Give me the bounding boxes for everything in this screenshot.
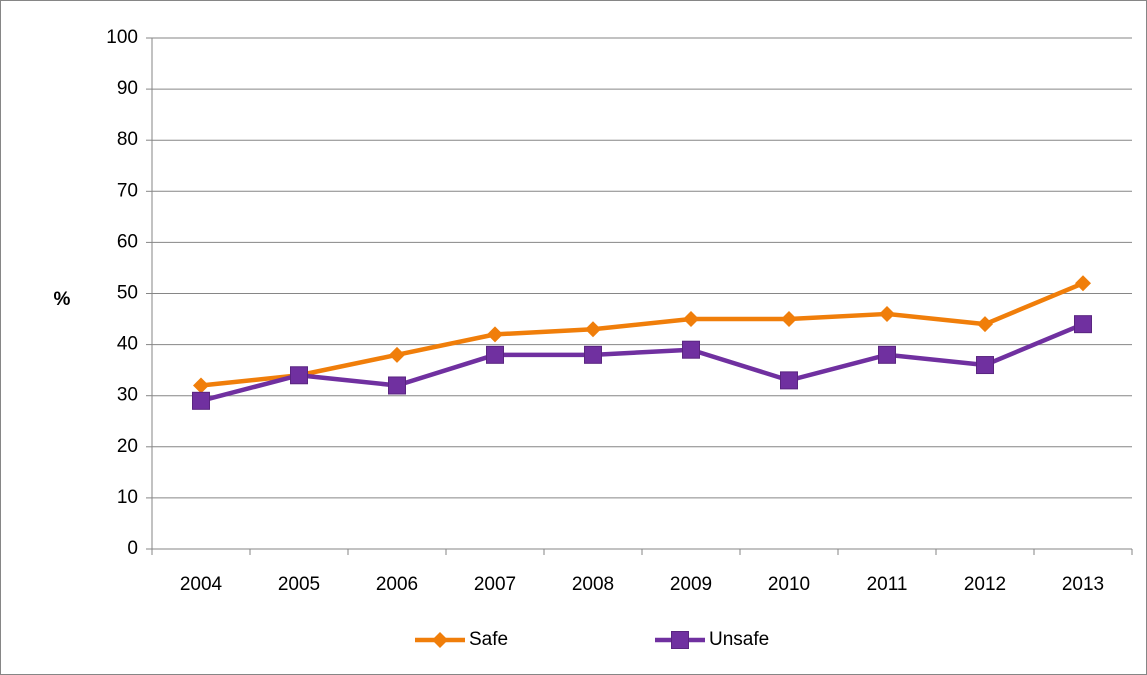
x-tick-label: 2010 bbox=[768, 574, 810, 595]
marker bbox=[780, 371, 798, 390]
marker bbox=[879, 305, 895, 322]
y-tick-label: 50 bbox=[117, 283, 138, 304]
x-tick-label: 2009 bbox=[670, 574, 712, 595]
y-tick-label: 0 bbox=[127, 538, 138, 559]
x-tick-label: 2005 bbox=[278, 574, 320, 595]
x-tick-label: 2011 bbox=[867, 574, 908, 595]
marker bbox=[584, 345, 602, 364]
marker bbox=[290, 366, 308, 385]
x-tick-label: 2013 bbox=[1062, 574, 1104, 595]
marker bbox=[487, 326, 503, 343]
marker bbox=[193, 377, 209, 394]
marker bbox=[671, 631, 689, 649]
marker bbox=[1075, 275, 1091, 292]
y-axis-label: % bbox=[54, 289, 71, 310]
series-line bbox=[200, 322, 1084, 403]
x-tick-label: 2004 bbox=[180, 574, 223, 595]
marker bbox=[976, 356, 994, 375]
marker bbox=[878, 345, 896, 364]
y-tick-label: 70 bbox=[117, 180, 138, 201]
marker bbox=[192, 391, 210, 410]
x-tick-label: 2007 bbox=[474, 574, 516, 595]
legend-label: Unsafe bbox=[709, 629, 769, 650]
y-tick-label: 10 bbox=[117, 487, 138, 508]
x-tick-label: 2006 bbox=[376, 574, 418, 595]
series-line bbox=[200, 281, 1084, 388]
marker bbox=[388, 376, 406, 395]
y-tick-label: 40 bbox=[117, 334, 138, 355]
legend-label: Safe bbox=[469, 629, 508, 650]
x-tick-label: 2012 bbox=[964, 574, 1006, 595]
x-tick-label: 2008 bbox=[572, 574, 614, 595]
y-tick-label: 20 bbox=[117, 436, 138, 457]
y-tick-label: 100 bbox=[106, 27, 138, 48]
y-tick-label: 60 bbox=[117, 231, 138, 252]
y-tick-label: 80 bbox=[117, 129, 138, 150]
marker bbox=[1074, 315, 1092, 334]
marker bbox=[683, 311, 699, 328]
marker bbox=[682, 340, 700, 359]
marker bbox=[389, 346, 405, 363]
y-tick-label: 90 bbox=[117, 78, 138, 99]
marker bbox=[781, 311, 797, 328]
y-tick-label: 30 bbox=[117, 385, 138, 406]
marker bbox=[486, 345, 504, 364]
marker bbox=[432, 632, 448, 648]
marker bbox=[977, 316, 993, 333]
marker bbox=[585, 321, 601, 338]
